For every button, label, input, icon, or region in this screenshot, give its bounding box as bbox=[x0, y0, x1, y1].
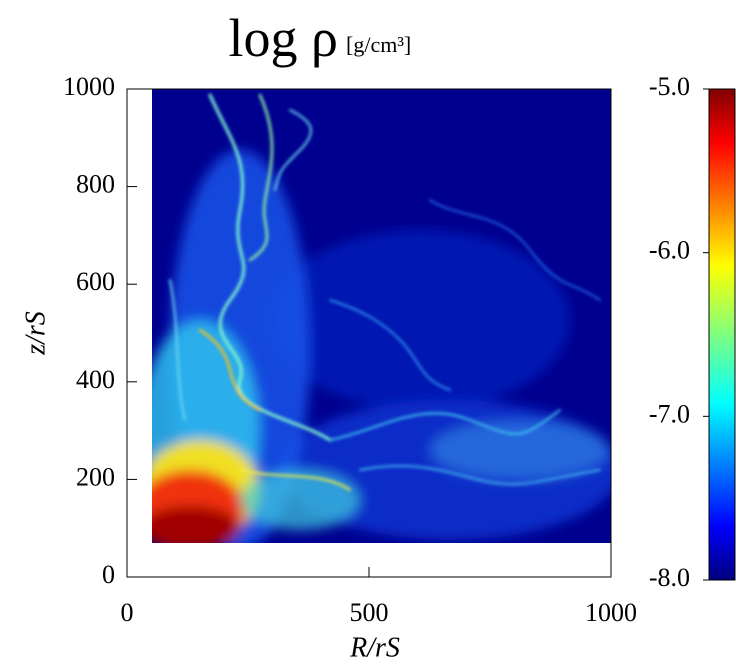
colorbar-tick-label: -5.0 bbox=[649, 72, 690, 101]
y-tick-label: 1000 bbox=[63, 72, 115, 101]
y-axis-label: z/rS bbox=[20, 311, 51, 356]
field-glow bbox=[152, 150, 611, 543]
title-unit: [g/cm³] bbox=[346, 32, 411, 57]
y-tick-label: 600 bbox=[76, 267, 115, 296]
density-field bbox=[152, 89, 611, 543]
y-tick-label: 800 bbox=[76, 170, 115, 199]
colorbar-tick-label: -6.0 bbox=[649, 236, 690, 265]
x-tick-label: 500 bbox=[350, 598, 389, 627]
y-tick-label: 200 bbox=[76, 462, 115, 491]
y-tick-label: 400 bbox=[76, 365, 115, 394]
colorbar-tick-label: -8.0 bbox=[649, 563, 690, 592]
x-tick-label: 0 bbox=[121, 598, 134, 627]
y-tick-label: 0 bbox=[102, 560, 115, 589]
colorbar-tick-label: -7.0 bbox=[649, 399, 690, 428]
x-tick-label: 1000 bbox=[585, 598, 637, 627]
field-filaments bbox=[169, 93, 601, 491]
x-axis-label: R/rS bbox=[349, 632, 400, 663]
colorbar bbox=[708, 88, 736, 581]
chart-title: log ρ bbox=[229, 8, 338, 68]
